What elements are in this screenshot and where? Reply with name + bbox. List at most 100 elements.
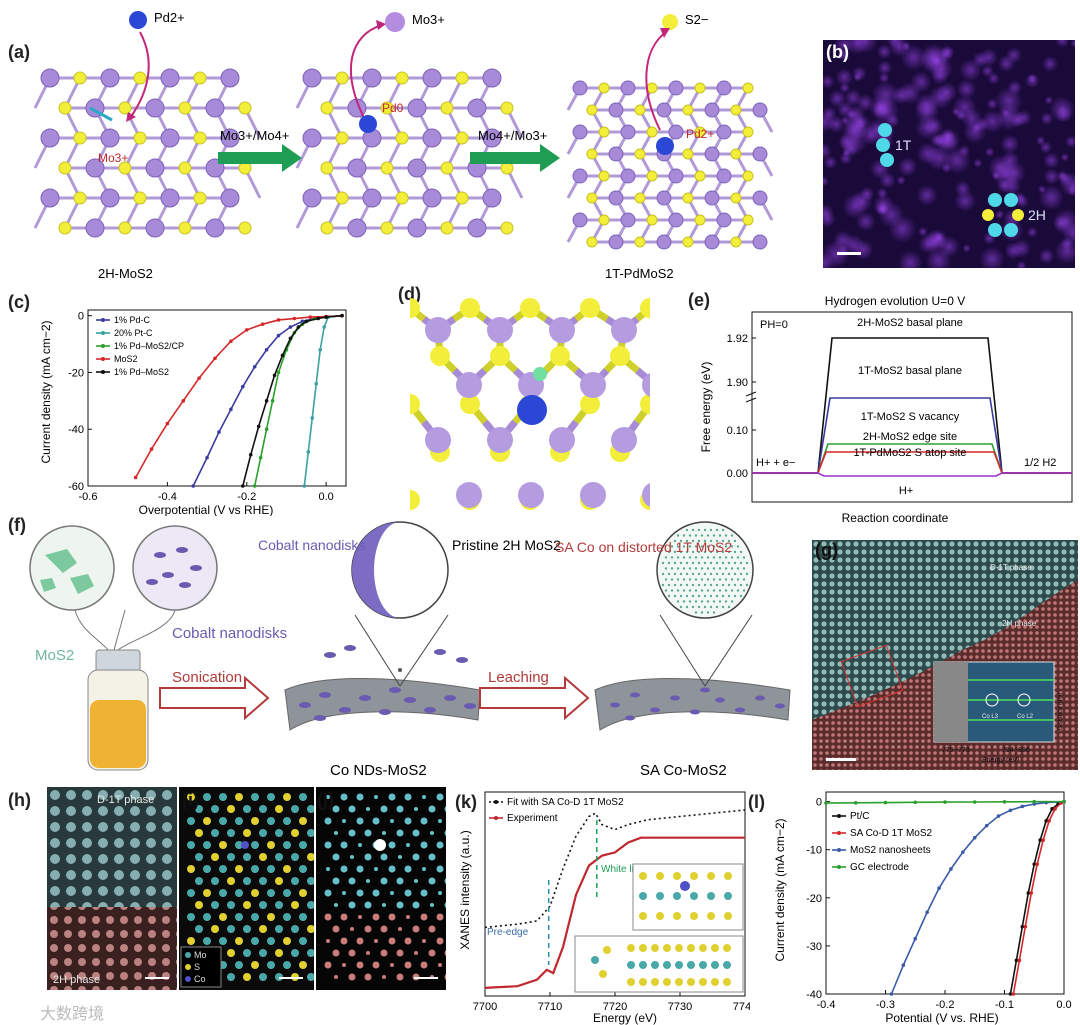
data-point	[937, 886, 941, 890]
data-point	[1044, 819, 1048, 823]
chart-c: -0.6 -0.4 -0.2 0.0 0 -20 -40 -60 1% Pd-C 20% Pt-…	[39, 309, 347, 516]
chart-e: Hydrogen evolution U=0 V PH=0 1.92 1.90 0.…	[699, 294, 1073, 525]
y-tick-label: 0.10	[727, 425, 748, 437]
mo-atom	[100, 188, 120, 208]
data-point	[1062, 799, 1066, 804]
x-tick-label: 7720	[603, 1001, 627, 1013]
mo-atom	[716, 168, 732, 184]
mo-atom	[456, 482, 482, 508]
s-atom	[320, 221, 334, 235]
chart-e-xlabel: Reaction coordinate	[842, 511, 949, 525]
mo-atom	[40, 68, 60, 88]
legend-label: Fit with SA Co-D 1T MoS2	[507, 797, 624, 808]
mo-atom	[422, 188, 442, 208]
x-tick-label: -0.2	[237, 491, 256, 503]
sonication-label: Sonication	[172, 669, 242, 686]
data-point	[1053, 807, 1057, 811]
s-atom	[586, 236, 598, 248]
x-tick-label: 7700	[473, 1001, 497, 1013]
s-atom	[440, 101, 454, 115]
s-atom	[682, 104, 694, 116]
pd-dopant	[656, 137, 674, 155]
mo-atom	[425, 427, 451, 453]
mo-atom	[668, 212, 684, 228]
mo-atom	[572, 80, 588, 96]
mo-atom	[407, 158, 427, 178]
s-atom	[440, 221, 454, 235]
data-point	[165, 421, 170, 426]
data-point	[1002, 800, 1007, 804]
y-tick-label: 0	[78, 311, 84, 323]
mo-atom	[620, 168, 636, 184]
mo-atom	[611, 317, 637, 343]
s-atom	[178, 161, 192, 175]
data-point	[149, 447, 154, 451]
zoom-circle-right	[656, 521, 754, 619]
data-point	[340, 313, 344, 318]
data-point	[1035, 862, 1040, 866]
x-tick-label: -0.3	[876, 999, 895, 1011]
vial-cap	[95, 649, 141, 673]
s-atom	[335, 71, 349, 85]
mo-atom	[572, 124, 588, 140]
y-tick-label: -20	[68, 367, 84, 379]
x-tick-label: -0.1	[995, 999, 1014, 1011]
panel-d-structure	[410, 298, 650, 510]
mo-atom	[407, 98, 427, 118]
leaching-label: Leaching	[488, 669, 549, 686]
mo-atom	[422, 68, 442, 88]
s-atom	[742, 214, 754, 226]
mo-atom	[656, 190, 672, 206]
data-point	[252, 484, 257, 488]
model-image-i: Mo S Co	[179, 787, 314, 990]
inset-tick1: 775 -779	[942, 747, 970, 754]
s-atom	[73, 71, 87, 85]
mo-atom	[100, 68, 120, 88]
mo-atom	[668, 80, 684, 96]
mo-atom	[40, 188, 60, 208]
data-point	[264, 427, 269, 432]
data-point	[1047, 819, 1051, 823]
mo-atom	[145, 218, 165, 238]
s-atom	[320, 101, 334, 115]
mo-atom	[362, 188, 382, 208]
energy-level-line	[752, 472, 1072, 477]
s-atom	[193, 191, 207, 205]
panel-label-f: (f)	[8, 515, 26, 535]
mo-atom	[220, 68, 240, 88]
s-atom	[694, 82, 706, 94]
mo-atom	[220, 128, 240, 148]
mo-atom	[752, 190, 768, 206]
mo-atom	[347, 218, 367, 238]
s-atom	[640, 298, 650, 318]
mo-atom	[716, 124, 732, 140]
chart-c-ylabel: Current density (mA cm−2)	[39, 320, 53, 463]
data-point	[306, 450, 311, 454]
s-atom	[646, 126, 658, 138]
series-line	[484, 836, 745, 989]
chart-c-series	[133, 313, 344, 488]
data-point	[1041, 838, 1045, 842]
data-point	[943, 800, 947, 804]
chart-e-yticks: 1.92 1.90 0.10 0.00	[727, 333, 757, 480]
mo-atom	[220, 188, 240, 208]
s-atom	[490, 346, 510, 366]
mo-atom	[704, 190, 720, 206]
series-line	[484, 809, 746, 929]
data-point	[984, 823, 989, 828]
chart-k-xlabel: Energy (eV)	[593, 1011, 657, 1025]
mos2-bubble	[29, 525, 115, 611]
left-state: H+ + e−	[756, 457, 795, 469]
mo-atom	[656, 234, 672, 250]
x-tick-label: 7710	[538, 1001, 562, 1013]
data-point	[1032, 799, 1037, 804]
data-point	[264, 399, 269, 403]
s-atom	[598, 214, 610, 226]
s-atom	[640, 394, 650, 414]
sa-co-mos2-label: SA Co-MoS2	[640, 762, 727, 779]
mo3-left-label: Mo3+	[98, 151, 128, 165]
mo-atom	[580, 372, 606, 398]
data-point	[181, 399, 186, 403]
series-line	[1012, 800, 1065, 995]
x-tick-label: -0.4	[817, 999, 836, 1011]
